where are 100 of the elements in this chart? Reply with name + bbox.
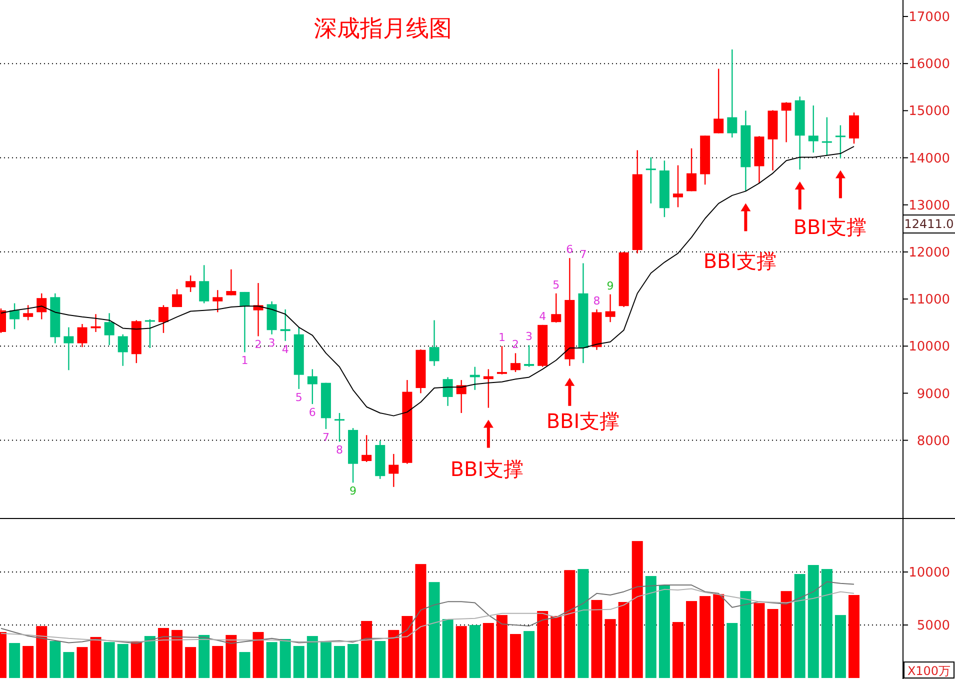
bar bbox=[618, 602, 630, 678]
candlestick bbox=[362, 434, 372, 463]
candlestick bbox=[104, 312, 114, 346]
bar bbox=[604, 619, 616, 678]
annotation: BBI支撑 bbox=[793, 215, 867, 239]
bar bbox=[172, 630, 183, 678]
text: 8 bbox=[593, 294, 600, 308]
bar bbox=[252, 632, 264, 678]
bar bbox=[524, 631, 535, 678]
candlestick bbox=[781, 102, 792, 143]
candlestick bbox=[510, 352, 521, 373]
candlestick bbox=[388, 453, 399, 488]
candlestick bbox=[144, 318, 155, 349]
bar bbox=[428, 582, 440, 678]
bar bbox=[726, 622, 738, 678]
bar bbox=[550, 616, 562, 678]
bar bbox=[848, 595, 860, 678]
candlestick bbox=[240, 291, 250, 353]
bar bbox=[456, 626, 467, 678]
bar bbox=[537, 611, 548, 678]
bar bbox=[510, 634, 522, 678]
bar bbox=[185, 647, 196, 678]
text: 5 bbox=[552, 278, 560, 292]
y-tick-label: 9000 bbox=[916, 386, 950, 402]
text: 4 bbox=[539, 310, 546, 323]
y-tick-label: 12000 bbox=[908, 245, 950, 260]
candlestick bbox=[36, 292, 47, 320]
candlestick bbox=[334, 412, 344, 442]
bar bbox=[578, 569, 589, 678]
y-tick-label: 10000 bbox=[908, 566, 950, 581]
y-tick-label: 14000 bbox=[908, 151, 950, 166]
bar bbox=[374, 641, 386, 678]
text: 12411.0 bbox=[904, 217, 954, 232]
bar bbox=[834, 615, 846, 678]
bar bbox=[821, 569, 832, 678]
text: 3 bbox=[526, 330, 533, 344]
text: 6 bbox=[308, 406, 316, 420]
candlestick bbox=[835, 124, 846, 159]
candlestick bbox=[496, 346, 507, 375]
candlestick bbox=[186, 274, 196, 293]
bar bbox=[212, 646, 224, 678]
candlestick bbox=[64, 326, 74, 371]
candlestick bbox=[10, 302, 20, 330]
bar bbox=[713, 594, 724, 678]
candlestick bbox=[280, 308, 290, 342]
bar bbox=[469, 625, 480, 678]
bar bbox=[320, 641, 332, 678]
bar bbox=[198, 634, 210, 678]
bar bbox=[794, 574, 806, 678]
candlestick bbox=[118, 334, 128, 366]
candlestick bbox=[199, 264, 210, 304]
candlestick bbox=[727, 48, 738, 138]
candlestick bbox=[822, 116, 832, 156]
bar bbox=[50, 641, 61, 678]
text: X100万 bbox=[907, 664, 951, 678]
bar bbox=[63, 652, 74, 678]
candlestick bbox=[77, 323, 88, 348]
candlestick bbox=[686, 148, 697, 192]
text: 6 bbox=[566, 243, 574, 256]
candlestick bbox=[646, 156, 656, 204]
bar bbox=[104, 642, 115, 678]
bar bbox=[36, 626, 48, 678]
bar bbox=[672, 622, 684, 678]
bar bbox=[632, 541, 643, 678]
bar bbox=[280, 638, 291, 678]
bar bbox=[496, 615, 508, 678]
candlestick bbox=[714, 68, 724, 134]
text: 2 bbox=[512, 338, 520, 352]
text: 2 bbox=[254, 338, 262, 352]
text: 4 bbox=[282, 342, 289, 356]
bar bbox=[415, 564, 426, 678]
text: 1 bbox=[241, 354, 248, 368]
bar bbox=[564, 570, 576, 678]
bar bbox=[334, 646, 345, 678]
bar bbox=[226, 634, 237, 678]
bar bbox=[348, 644, 359, 678]
y-tick-label: 16000 bbox=[908, 57, 950, 72]
candlestick bbox=[212, 289, 223, 313]
bar bbox=[9, 643, 20, 678]
bar bbox=[442, 619, 454, 678]
candlestick bbox=[429, 320, 440, 366]
candlestick bbox=[672, 164, 683, 208]
annotation: BBI支撑 bbox=[703, 249, 777, 273]
candlestick bbox=[524, 344, 534, 368]
y-tick-label: 5000 bbox=[916, 618, 950, 634]
bar bbox=[767, 608, 778, 678]
bar bbox=[293, 646, 304, 678]
candlestick bbox=[23, 304, 34, 321]
candlestick bbox=[442, 376, 453, 407]
candlestick bbox=[172, 288, 182, 308]
y-tick-label: 17000 bbox=[908, 10, 950, 26]
text: 9 bbox=[350, 484, 357, 498]
bar bbox=[402, 616, 413, 678]
bar bbox=[76, 647, 88, 678]
candlestick bbox=[226, 268, 236, 296]
text: 7 bbox=[580, 248, 587, 262]
bar bbox=[388, 630, 400, 678]
bar bbox=[158, 628, 169, 678]
candlestick bbox=[551, 292, 562, 324]
bar bbox=[361, 620, 372, 678]
